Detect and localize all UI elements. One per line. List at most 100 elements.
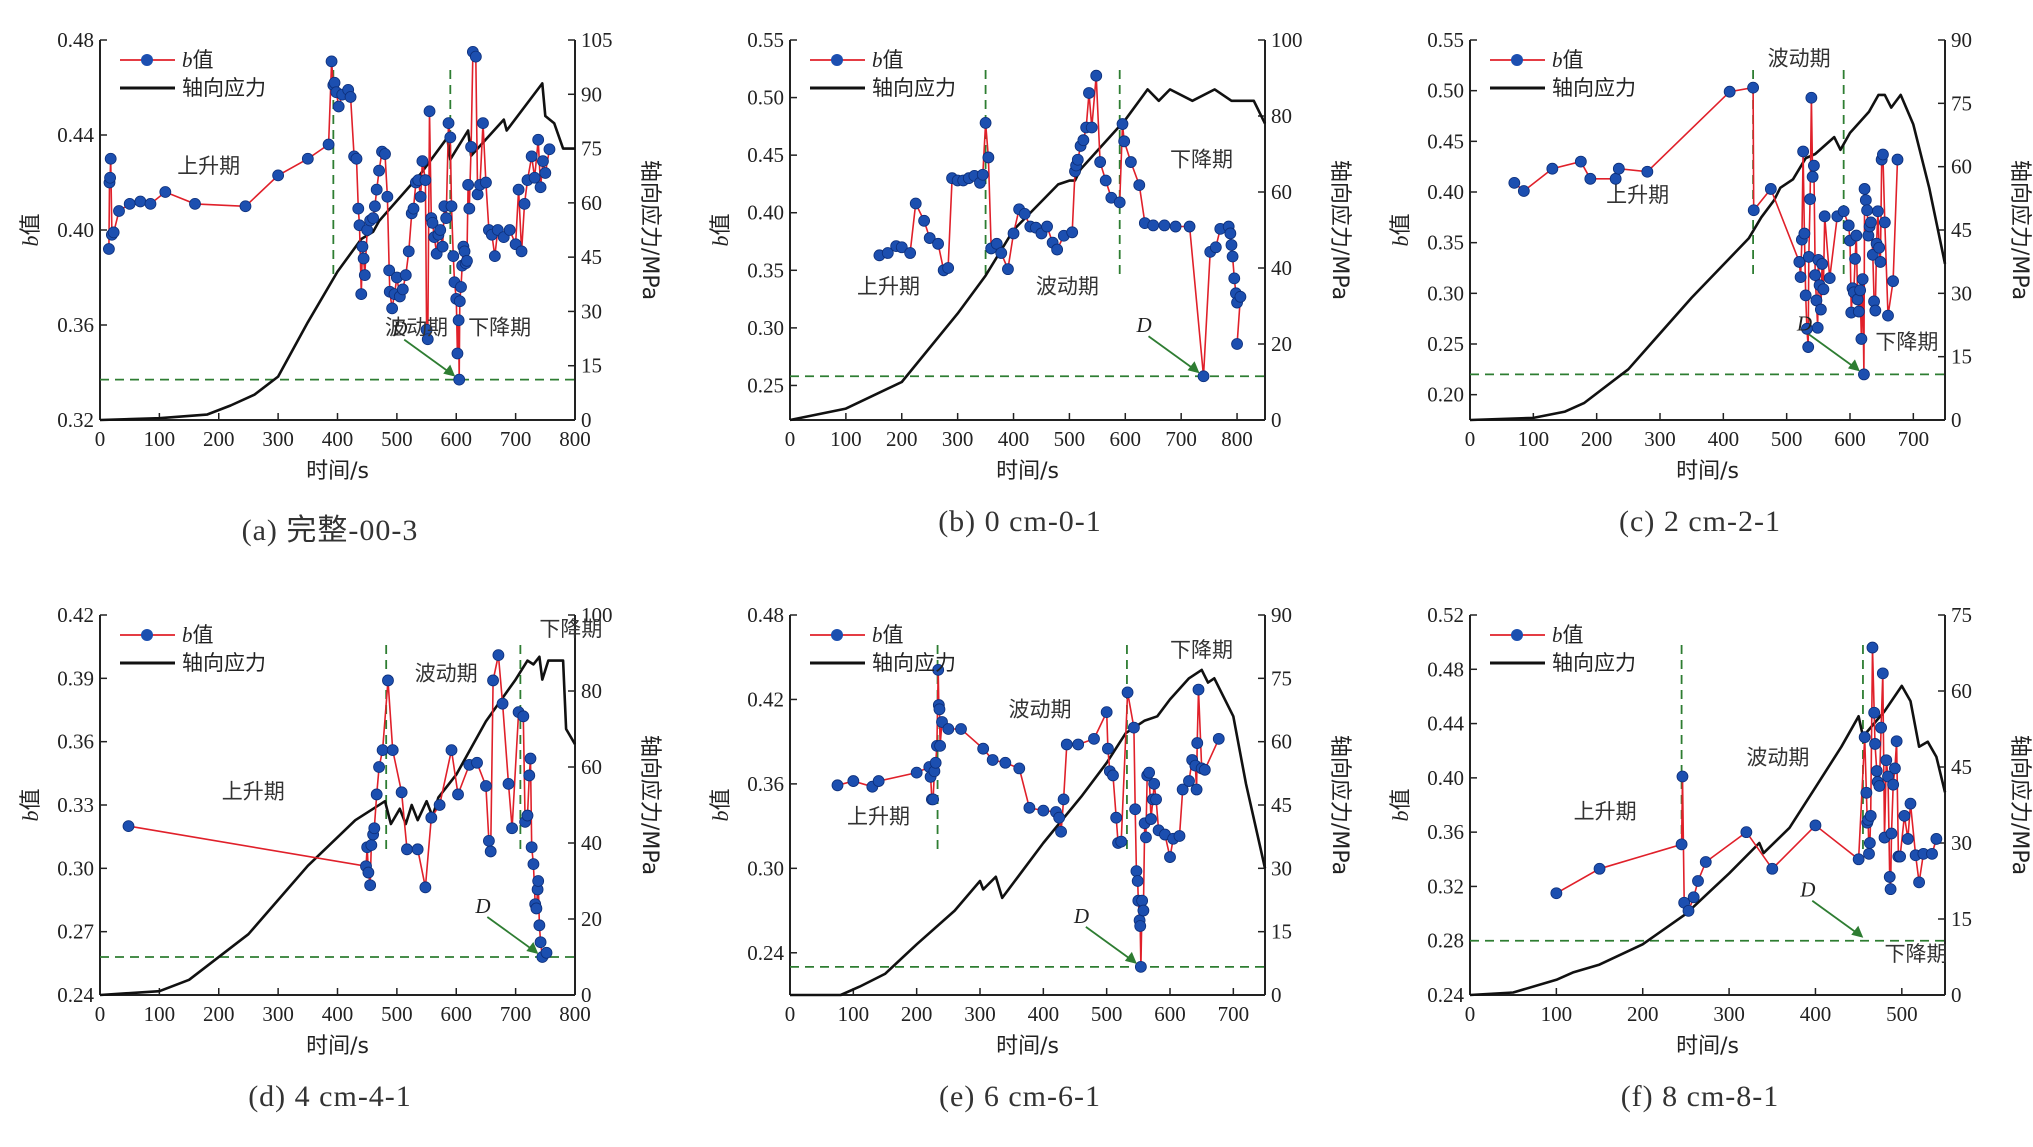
- y-axis-right-title: 轴向应力/MPa: [1327, 160, 1352, 300]
- b-value-point: [1212, 732, 1225, 745]
- y-tick-label: 0.32: [57, 408, 94, 432]
- y2-tick-label: 90: [1951, 28, 1972, 52]
- b-value-point: [1002, 263, 1014, 276]
- d-arrow-shaft: [403, 338, 452, 375]
- b-value-point: [381, 190, 394, 203]
- panel-caption: (e) 6 cm-6-1: [939, 1080, 1101, 1113]
- y-axis-right-title: 轴向应力/MPa: [637, 160, 662, 300]
- phase-label-rise: 上升期: [857, 274, 920, 298]
- b-value-point: [1723, 85, 1736, 98]
- b-value-point: [1508, 176, 1521, 189]
- d-arrow-shaft: [1085, 926, 1134, 962]
- b-value-point: [1116, 118, 1129, 130]
- b-value-point: [1055, 825, 1067, 838]
- b-value-point: [1072, 738, 1085, 751]
- b-value-point: [1053, 811, 1066, 824]
- b-value-point: [1898, 809, 1911, 822]
- b-value-point: [452, 314, 465, 327]
- b-value-point: [1234, 290, 1247, 303]
- b-value-point: [368, 822, 381, 835]
- b-value-point: [918, 214, 931, 227]
- b-value-point: [1145, 813, 1157, 825]
- y2-tick-label: 75: [1271, 666, 1292, 690]
- x-tick-label: 500: [381, 1002, 413, 1026]
- y2-tick-label: 100: [1271, 28, 1303, 52]
- b-value-point: [1873, 780, 1886, 792]
- y-axis-right-title: 轴向应力/MPa: [637, 735, 662, 875]
- b-value-point: [103, 243, 115, 255]
- b-value-point: [1799, 289, 1812, 302]
- y-tick-label: 0.50: [1427, 79, 1464, 103]
- b-value-point: [453, 295, 466, 308]
- b-value-point: [1882, 309, 1894, 322]
- b-value-point: [1887, 275, 1899, 288]
- b-value-point: [1077, 134, 1090, 147]
- b-value-point: [350, 152, 363, 165]
- b-value-point: [483, 834, 495, 847]
- b-value-point: [1110, 811, 1123, 824]
- b-value-point: [1856, 273, 1869, 286]
- y-tick-label: 0.36: [747, 772, 784, 796]
- phase-label-fall: 下降期: [1875, 330, 1938, 354]
- x-axis-title: 时间/s: [1676, 1034, 1739, 1059]
- b-value-point: [1806, 170, 1819, 183]
- b-value-point: [1164, 851, 1176, 863]
- b-value-point: [1183, 220, 1196, 233]
- chart-svg-a: 0 100 200 300 400 500 600 700 8000.320.360.400.4…: [18, 28, 662, 484]
- b-value-point: [1090, 69, 1103, 82]
- x-tick-label: 100: [144, 1002, 176, 1026]
- y-tick-label: 0.44: [57, 123, 94, 147]
- y2-tick-label: 30: [581, 299, 602, 323]
- y2-tick-label: 60: [1951, 155, 1972, 179]
- b-value-point: [104, 152, 117, 165]
- x-tick-label: 400: [1708, 427, 1740, 451]
- x-tick-label: 0: [95, 1002, 106, 1026]
- b-value-point: [999, 756, 1012, 769]
- b-value-point: [515, 245, 528, 258]
- y2-tick-label: 15: [1951, 345, 1972, 369]
- y-tick-label: 0.25: [1427, 332, 1464, 356]
- b-value-point: [407, 202, 420, 215]
- b-value-point: [469, 50, 482, 63]
- b-value-point: [1148, 777, 1161, 790]
- b-value-point: [506, 822, 518, 835]
- y-tick-label: 0.30: [747, 316, 784, 340]
- y2-tick-label: 30: [1951, 281, 1972, 305]
- x-tick-label: 800: [1221, 427, 1253, 451]
- b-value-point: [1060, 738, 1073, 751]
- d-arrow-shaft: [1808, 333, 1857, 370]
- b-value-point: [1764, 183, 1777, 195]
- y-tick-label: 0.48: [747, 603, 784, 627]
- b-value-point: [923, 232, 936, 244]
- b-value-point: [1880, 754, 1893, 767]
- b-value-point: [982, 151, 995, 164]
- b-value-point: [1140, 831, 1152, 844]
- b-value-point: [502, 777, 515, 790]
- b-value-point: [1051, 243, 1064, 256]
- b-value-point: [929, 756, 942, 769]
- b-value-point: [1115, 835, 1128, 848]
- b-value-point: [942, 262, 955, 274]
- y-tick-label: 0.35: [1427, 231, 1464, 255]
- x-tick-label: 200: [1581, 427, 1613, 451]
- x-tick-label: 300: [1713, 1002, 1745, 1026]
- b-value-point: [521, 809, 534, 822]
- b-value-point: [107, 226, 120, 239]
- x-tick-label: 0: [95, 427, 106, 451]
- b-value-point: [1124, 156, 1137, 168]
- y-tick-label: 0.42: [57, 603, 94, 627]
- b-value-point: [1747, 204, 1760, 217]
- b-value-point: [272, 169, 285, 182]
- legend-stress-label: 轴向应力: [1552, 651, 1636, 675]
- d-label: D: [1136, 313, 1152, 337]
- chart-panel-b: 0 100 200 300 400 500 600 700 800 0.25 0.30 0.35 0.4…: [690, 0, 1352, 560]
- b-value-point: [373, 164, 385, 177]
- d-label: D: [1796, 311, 1812, 335]
- y-tick-label: 0.27: [57, 920, 94, 944]
- y-tick-label: 0.40: [1427, 766, 1464, 790]
- y2-tick-label: 60: [581, 755, 602, 779]
- b-value-point: [1855, 333, 1868, 345]
- y-tick-label: 0.35: [747, 258, 784, 282]
- y-axis-right-title: 轴向应力/MPa: [1327, 735, 1352, 875]
- b-value-point: [910, 766, 923, 779]
